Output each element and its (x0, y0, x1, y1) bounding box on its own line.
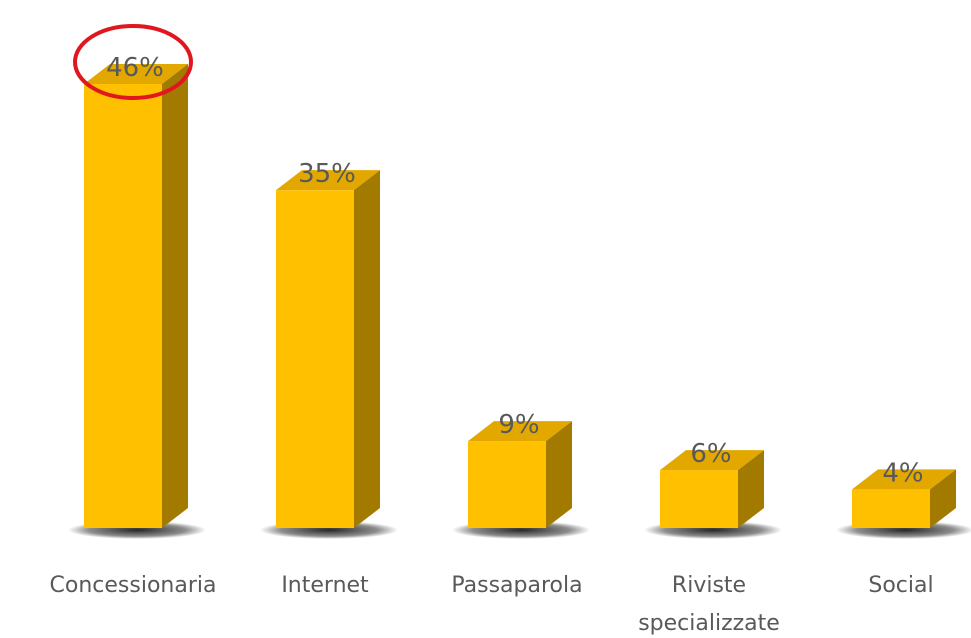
category-label-social: Social (868, 573, 933, 598)
bar-side-concessionaria (162, 64, 188, 528)
value-label-internet: 35% (298, 159, 356, 189)
bar-top-internet (276, 170, 380, 191)
bar-top-social (852, 469, 956, 490)
value-label-concessionaria: 46% (106, 53, 164, 83)
value-label-riviste-specializzate: 6% (690, 439, 731, 469)
bar-front-concessionaria (84, 84, 162, 528)
category-label-riviste-specializzate: Riviste specializzate (638, 573, 780, 636)
value-label-social: 4% (882, 458, 923, 488)
bar-concessionaria (84, 64, 188, 528)
bar-front-internet (276, 190, 354, 528)
bar-front-riviste-specializzate (660, 470, 738, 528)
bar-social (852, 469, 956, 528)
bar-riviste-specializzate (660, 450, 764, 528)
bar-front-passaparola (468, 441, 546, 528)
bar-top-passaparola (468, 421, 572, 442)
bar-passaparola (468, 421, 572, 528)
category-label-passaparola: Passaparola (451, 573, 582, 598)
bar-front-social (852, 489, 930, 528)
value-label-passaparola: 9% (498, 410, 539, 440)
category-label-internet: Internet (281, 573, 369, 598)
category-label-concessionaria: Concessionaria (50, 573, 217, 598)
bar-top-concessionaria (84, 64, 188, 84)
bars (84, 64, 956, 528)
bar-side-passaparola (546, 421, 572, 528)
labels: 46% Concessionaria 35% Internet 9% Passaparol… (50, 24, 934, 636)
bar-top-riviste-specializzate (660, 450, 764, 471)
bar-side-riviste-specializzate (738, 450, 764, 528)
bar-internet (276, 170, 380, 528)
bar-side-social (930, 469, 956, 528)
highlight-circle (73, 24, 193, 100)
bar-side-internet (354, 170, 380, 528)
